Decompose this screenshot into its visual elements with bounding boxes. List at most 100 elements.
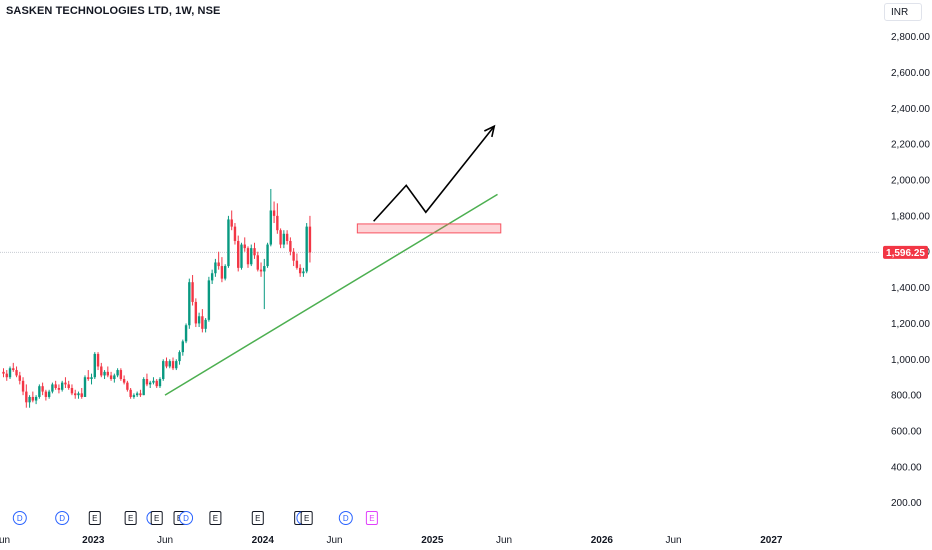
earnings-marker-icon[interactable] <box>365 511 378 525</box>
candle-up <box>47 391 51 397</box>
currency-selector[interactable]: INR <box>884 3 922 21</box>
candle-up <box>204 319 207 329</box>
candle-up <box>135 393 139 396</box>
candles-layer <box>2 188 312 408</box>
earnings-marker-label: E <box>154 514 159 523</box>
candle-down <box>171 361 175 369</box>
time-tick-label: Jun <box>665 535 681 546</box>
candle-down <box>2 371 5 374</box>
time-axis[interactable]: Jun 2023 Jun 2024 Jun 2025 Jun 2026 Jun 2027 <box>0 535 783 546</box>
dividend-marker-icon[interactable] <box>179 511 194 525</box>
candle-up <box>51 384 54 392</box>
candle-down <box>126 382 129 390</box>
dividend-marker-label: D <box>343 514 349 523</box>
candle-up <box>302 271 305 274</box>
candle-down <box>165 361 168 367</box>
candle-up <box>34 396 38 401</box>
last-price-label: 1,596.25 <box>886 248 925 259</box>
price-tick-label: 400.00 <box>891 462 922 473</box>
candle-down <box>272 210 276 216</box>
earnings-marker-label: E <box>255 514 260 523</box>
dividend-marker-label: D <box>59 514 65 523</box>
candle-up <box>269 210 273 245</box>
candle-down <box>285 233 289 241</box>
dividend-marker-label: D <box>17 514 23 523</box>
candle-down <box>243 244 246 249</box>
candle-up <box>282 233 286 245</box>
earnings-marker-label: E <box>92 514 97 523</box>
resistance-zone[interactable] <box>356 223 502 234</box>
dividend-marker-icon[interactable] <box>338 511 353 525</box>
time-tick-label: 2024 <box>252 535 275 546</box>
earnings-marker-icon[interactable] <box>209 511 222 525</box>
earnings-marker-icon[interactable] <box>300 511 313 525</box>
candle-up <box>250 248 253 265</box>
candle-down <box>259 269 263 272</box>
last-price-badge <box>883 245 928 259</box>
candle-up <box>197 316 201 324</box>
candle-down <box>31 396 35 401</box>
candle-down <box>289 240 292 252</box>
candle-down <box>233 226 237 241</box>
candle-down <box>57 387 61 390</box>
candle-down <box>295 260 299 268</box>
candle-up <box>8 368 12 378</box>
earnings-marker-label: E <box>304 514 309 523</box>
candle-down <box>109 375 113 380</box>
earnings-marker-icon[interactable] <box>88 511 101 525</box>
candle-up <box>158 379 162 387</box>
candle-up <box>142 379 145 396</box>
candle-down <box>64 382 67 385</box>
candle-up <box>178 352 181 362</box>
dividend-marker-label: D <box>183 514 189 523</box>
time-tick-label: 2025 <box>421 535 444 546</box>
earnings-marker-icon[interactable] <box>124 511 137 525</box>
chart-title: SASKEN TECHNOLOGIES LTD, 1W, NSE <box>6 5 221 17</box>
dividend-marker-icon[interactable] <box>12 511 27 525</box>
candle-down <box>41 386 44 392</box>
projection-arrow[interactable] <box>373 125 495 222</box>
candle-up <box>162 361 165 380</box>
candle-up <box>223 266 227 279</box>
price-tick-label: 2,200.00 <box>891 140 930 151</box>
price-axis[interactable]: 200.00 400.00 600.00 800.00 1,000.00 1,200.00… <box>883 32 930 509</box>
candle-down <box>119 370 123 380</box>
candle-up <box>266 244 269 267</box>
candle-down <box>155 380 158 387</box>
price-tick-label: 800.00 <box>891 391 922 402</box>
candle-down <box>217 262 220 267</box>
price-tick-label: 2,000.00 <box>891 176 930 187</box>
candle-up <box>181 341 184 353</box>
candle-up <box>93 353 96 378</box>
candle-down <box>139 393 142 396</box>
candle-down <box>21 380 25 392</box>
candle-up <box>214 262 217 274</box>
price-tick-label: 600.00 <box>891 427 922 438</box>
candle-up <box>60 382 64 390</box>
candle-down <box>298 267 302 274</box>
candle-down <box>122 379 126 383</box>
dividend-marker-icon[interactable] <box>55 511 70 525</box>
projection-arrow-head <box>484 124 496 138</box>
price-tick-label: 1,200.00 <box>891 319 930 330</box>
earnings-marker-icon[interactable] <box>251 511 264 525</box>
candle-down <box>67 384 70 388</box>
earnings-marker-label: E <box>213 514 218 523</box>
candle-up <box>184 325 188 342</box>
candle-down <box>237 240 240 268</box>
time-tick-label: Jun <box>496 535 512 546</box>
events-layer[interactable]: DDEEDEEDEEEDEDE <box>12 511 378 525</box>
candle-down <box>230 219 233 227</box>
candle-down <box>253 248 256 256</box>
drawings-layer[interactable] <box>164 124 502 396</box>
candle-down <box>87 377 90 380</box>
earnings-marker-icon[interactable] <box>150 511 163 525</box>
candle-up <box>188 282 191 326</box>
candle-up <box>207 280 211 320</box>
candle-down <box>308 226 312 253</box>
price-tick-label: 2,400.00 <box>891 104 930 115</box>
candle-down <box>191 282 194 302</box>
trendline[interactable] <box>164 193 498 396</box>
candle-up <box>28 396 31 403</box>
